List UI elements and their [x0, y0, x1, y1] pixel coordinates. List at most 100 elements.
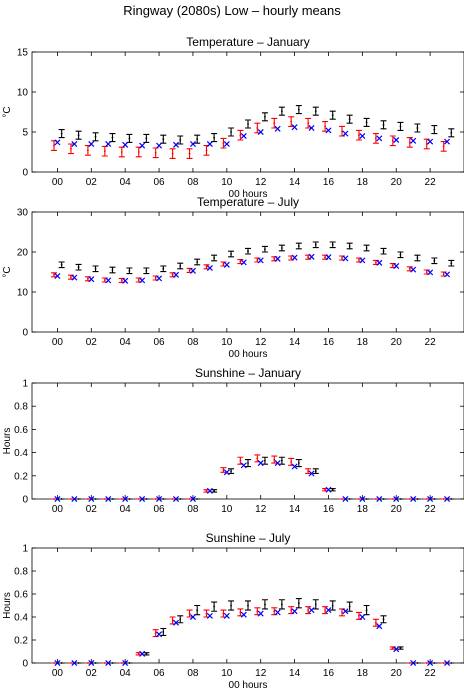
data-point [94, 135, 97, 138]
x-tick-label: 02 [86, 504, 98, 515]
data-point [264, 115, 266, 118]
data-point [139, 142, 146, 149]
data-point [273, 257, 276, 260]
data-point [291, 608, 298, 615]
x-tick-label: 06 [153, 504, 165, 515]
data-point [171, 273, 174, 276]
data-point [53, 498, 55, 500]
data-point [154, 151, 157, 154]
panel-2: Temperature – July 0 10 20 30 00 02 04 06 08 10 12 1… [2, 195, 464, 360]
y-tick-label: 0.6 [14, 590, 28, 601]
data-point [88, 276, 95, 283]
y-tick-label: 15 [17, 48, 29, 59]
y-tick-label: 0.6 [14, 425, 28, 436]
data-point [264, 459, 266, 462]
y-tick-label: 0 [22, 328, 28, 339]
data-point [376, 623, 383, 630]
data-point [105, 659, 112, 667]
data-point [128, 498, 131, 500]
data-point [425, 143, 428, 145]
series-1 [58, 598, 455, 664]
x-tick-label: 08 [187, 668, 199, 679]
data-point [145, 137, 148, 140]
data-point [442, 662, 445, 664]
data-point [172, 141, 180, 148]
data-point [172, 495, 180, 503]
data-point [71, 140, 78, 148]
data-point [222, 612, 225, 615]
data-point [297, 462, 300, 464]
data-point [324, 256, 326, 259]
data-point [399, 647, 402, 649]
data-point [87, 149, 89, 152]
data-point [375, 137, 377, 140]
data-point [442, 273, 445, 275]
data-point [359, 132, 366, 140]
data-point [53, 662, 55, 664]
data-point [120, 279, 123, 282]
data-point [393, 136, 400, 144]
data-point [240, 611, 247, 618]
x-tick-label: 12 [255, 504, 267, 515]
data-point [307, 470, 310, 473]
data-point [53, 273, 55, 276]
data-point [256, 259, 259, 261]
data-point [239, 611, 242, 614]
data-point [223, 612, 230, 619]
data-point [156, 275, 163, 282]
data-point [376, 259, 383, 266]
x-tick-label: 18 [357, 337, 369, 348]
data-point [156, 142, 163, 149]
data-point [290, 120, 293, 123]
x-tick-label: 04 [120, 177, 132, 188]
y-axis-label: °C [2, 266, 13, 277]
y-tick-label: 1 [22, 544, 28, 555]
data-point [70, 662, 72, 664]
data-point [280, 247, 283, 249]
x-axis-label: 00 hours [229, 349, 268, 360]
x-tick-label: 10 [221, 337, 233, 348]
data-point [188, 152, 191, 155]
data-point [341, 611, 343, 614]
data-point [230, 253, 232, 255]
data-point [297, 602, 300, 605]
data-point [60, 263, 63, 266]
data-point [433, 259, 436, 262]
y-tick-label: 0.8 [14, 402, 28, 413]
plot-frame [31, 51, 464, 173]
data-point [222, 263, 225, 265]
data-point [331, 114, 334, 117]
data-point [77, 498, 80, 500]
data-point [77, 134, 80, 137]
data-point [382, 498, 385, 500]
data-point [291, 463, 298, 470]
data-point [240, 132, 247, 140]
data-point [324, 488, 326, 491]
data-point [205, 265, 208, 268]
data-point [77, 662, 80, 664]
data-point [442, 498, 445, 500]
data-point [442, 145, 445, 148]
data-point [375, 621, 377, 624]
data-point [348, 498, 351, 500]
data-point [256, 457, 259, 460]
data-point [416, 127, 419, 129]
series-3 [54, 253, 451, 284]
data-point [359, 495, 366, 503]
data-point [348, 118, 351, 121]
data-point [342, 495, 349, 503]
data-point [359, 257, 366, 264]
data-point [257, 460, 264, 467]
x-tick-label: 04 [120, 337, 132, 348]
y-axis-label: Hours [2, 592, 13, 619]
data-point [450, 262, 453, 265]
panel-title: Temperature – July [197, 195, 299, 209]
data-point [128, 269, 131, 272]
data-point [88, 659, 95, 667]
data-point [139, 495, 146, 503]
y-tick-label: 0 [22, 168, 28, 179]
data-point [196, 498, 199, 500]
data-point [427, 495, 434, 503]
data-point [171, 152, 174, 155]
